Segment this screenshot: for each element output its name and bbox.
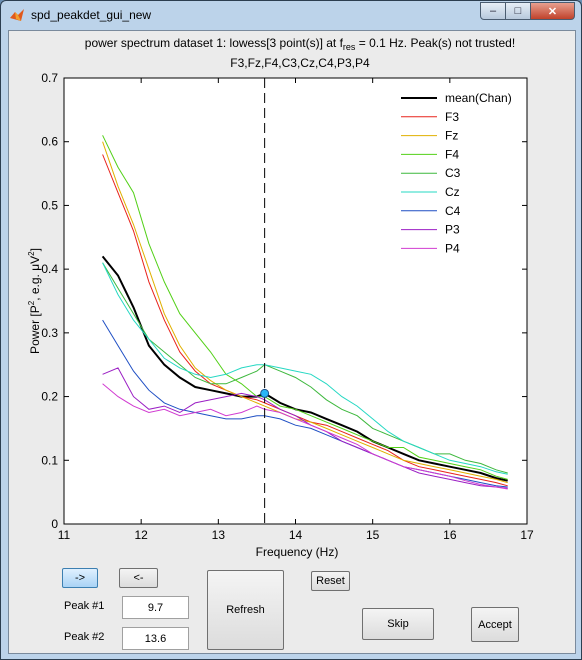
legend-label: F4 [445, 147, 459, 161]
reset-button[interactable]: Reset [311, 571, 350, 591]
axes-box [63, 77, 528, 525]
legend-label: C3 [445, 166, 461, 180]
y-tick-label: 0.5 [41, 198, 58, 212]
series-line-mean-chan [101, 255, 508, 482]
figure-area: power spectrum dataset 1: lowess[3 point… [8, 30, 576, 654]
skip-button[interactable]: Skip [362, 608, 434, 640]
legend-label: Cz [445, 185, 460, 199]
maximize-icon: □ [514, 5, 522, 17]
plot-title-line1: power spectrum dataset 1: lowess[3 point… [85, 36, 515, 52]
x-tick-label: 11 [58, 528, 71, 542]
legend-label: mean(Chan) [445, 91, 512, 105]
x-tick-label: 15 [366, 528, 380, 542]
series-line-f4 [102, 135, 508, 480]
x-tick-label: 17 [520, 528, 534, 542]
y-tick-label: 0 [51, 517, 58, 531]
x-tick-label: 14 [289, 528, 303, 542]
peak1-field[interactable]: 9.7 [122, 596, 189, 619]
y-axis-label: Power [P2, e.g. μV2] [27, 248, 42, 354]
maximize-button[interactable]: □ [505, 2, 531, 20]
accept-button[interactable]: Accept [471, 607, 519, 642]
spectrum-plot: power spectrum dataset 1: lowess[3 point… [27, 36, 534, 559]
next-button[interactable]: -> [62, 568, 98, 588]
series-line-c3 [102, 262, 508, 474]
close-icon: ✕ [547, 5, 558, 18]
prev-button[interactable]: <- [119, 568, 158, 588]
legend-label: P4 [445, 241, 460, 255]
y-tick-label: 0.2 [41, 390, 58, 404]
peak2-label: Peak #2 [64, 631, 105, 643]
x-axis-label: Frequency (Hz) [256, 545, 339, 559]
legend-label: F3 [445, 110, 459, 124]
y-tick-label: 0.3 [41, 326, 58, 340]
x-tick-label: 13 [212, 528, 226, 542]
refresh-button[interactable]: Refresh [207, 570, 284, 650]
legend-label: C4 [445, 204, 461, 218]
matlab-icon [10, 9, 24, 21]
y-tick-label: 0.1 [41, 453, 58, 467]
minimize-icon: – [489, 5, 497, 17]
title-bar[interactable]: spd_peakdet_gui_new – □ ✕ [1, 1, 581, 29]
series-line-p3 [102, 367, 508, 489]
y-tick-label: 0.7 [41, 71, 58, 85]
legend-label: Fz [445, 129, 458, 143]
series-line-f3 [102, 154, 508, 487]
x-tick-label: 16 [443, 528, 457, 542]
window-title: spd_peakdet_gui_new [31, 8, 152, 22]
y-tick-label: 0.4 [41, 262, 58, 276]
legend-label: P3 [445, 223, 460, 237]
series-line-p4 [102, 383, 508, 490]
close-button[interactable]: ✕ [530, 2, 575, 20]
x-tick-label: 12 [134, 528, 148, 542]
y-tick-label: 0.6 [41, 135, 58, 149]
plot-title-line2: F3,Fz,F4,C3,Cz,C4,P3,P4 [230, 56, 370, 70]
peak1-label: Peak #1 [64, 600, 105, 612]
minimize-button[interactable]: – [480, 2, 506, 20]
peak2-field[interactable]: 13.6 [122, 627, 189, 650]
peak-marker-point [260, 388, 270, 398]
series-line-cz [102, 262, 508, 475]
